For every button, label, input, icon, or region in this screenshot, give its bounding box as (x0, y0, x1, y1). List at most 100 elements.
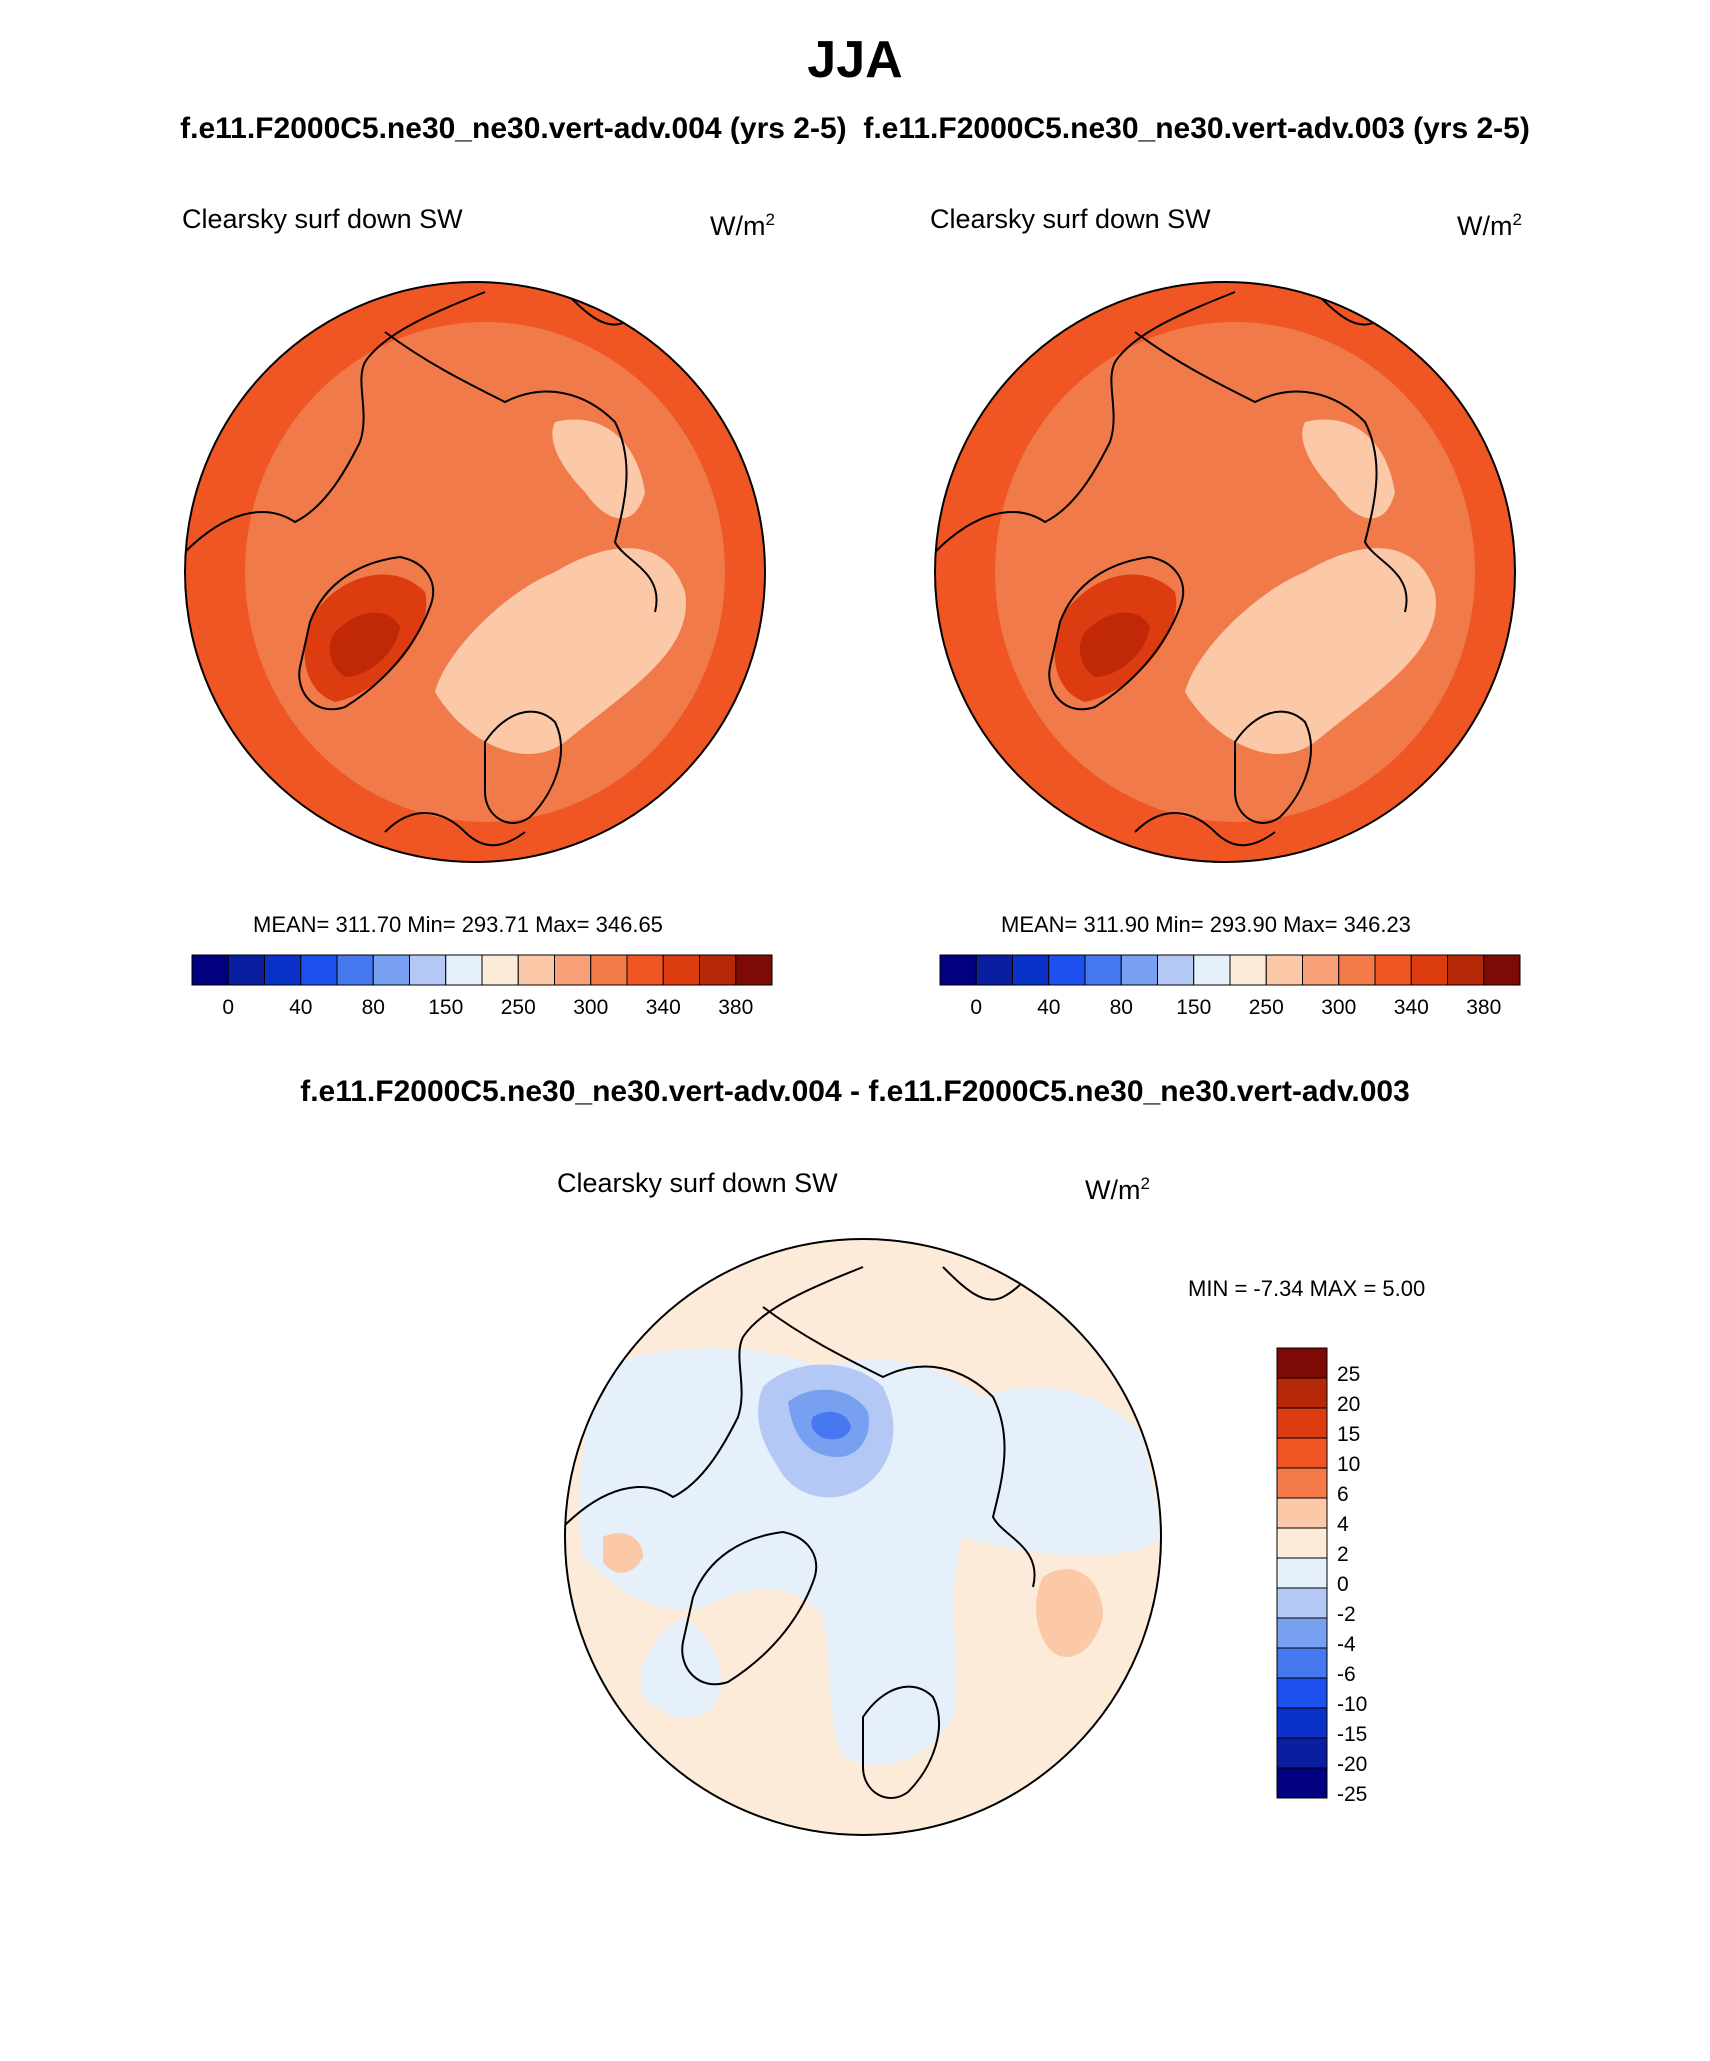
colorbar-diff-swatch (1276, 1347, 1328, 1379)
map2-coast-europe (1134, 812, 1276, 847)
diff-units: W/m2 (1085, 1174, 1150, 1206)
colorbar1-tick-label: 80 (361, 996, 385, 1019)
diff-orange-patch-2 (603, 1533, 643, 1573)
colorbar1-swatch (372, 954, 410, 986)
colorbar2-swatch (1410, 954, 1448, 986)
colorbar-diff-tick-label: -25 (1337, 1783, 1368, 1806)
colorbar2-tick-label: 250 (1248, 996, 1284, 1019)
difference-title: f.e11.F2000C5.ne30_ne30.vert-adv.004 - f… (300, 1075, 1410, 1108)
colorbar-panel-1-ticks: 0 40 80 150 250 300 340 380 (192, 996, 772, 1026)
colorbar1-swatch (409, 954, 447, 986)
colorbar-diff-tick-label: 10 (1337, 1453, 1361, 1476)
colorbar2-swatch (1012, 954, 1050, 986)
colorbar1-swatch (336, 954, 374, 986)
map1-coast-europe (384, 812, 526, 847)
colorbar2-swatch (1193, 954, 1231, 986)
diff-units-base: W/m (1085, 1175, 1141, 1205)
colorbar-diff-swatch (1276, 1467, 1328, 1499)
colorbar1-swatch (264, 954, 302, 986)
map1-light-band (435, 548, 686, 754)
colorbar2-swatch (975, 954, 1013, 986)
map1-coast-canada (185, 291, 486, 553)
colorbar-diff-tick-label: -15 (1337, 1723, 1368, 1746)
colorbar1-swatch (699, 954, 737, 986)
diff-minmax: MIN = -7.34 MAX = 5.00 (1188, 1276, 1426, 1301)
panel1-units-exp: 2 (765, 210, 775, 229)
colorbar2-swatch (1447, 954, 1485, 986)
colorbar2-swatch (1338, 954, 1376, 986)
map-panel-1 (184, 281, 766, 863)
colorbar2-swatch (1265, 954, 1303, 986)
panel1-units: W/m2 (710, 210, 775, 242)
colorbar1-tick-label: 340 (645, 996, 681, 1019)
colorbar1-swatch (662, 954, 700, 986)
panel1-units-base: W/m (710, 211, 766, 241)
panel2-variable-label: Clearsky surf down SW (930, 204, 1211, 234)
colorbar2-tick-label: 150 (1176, 996, 1212, 1019)
colorbar1-swatch (191, 954, 229, 986)
diff-map-border (564, 1238, 1162, 1836)
colorbar2-swatch (1120, 954, 1158, 986)
diff-coast-canada (565, 1266, 864, 1528)
map1-greenland-darkest (329, 612, 400, 677)
colorbar-diff-swatch (1276, 1767, 1328, 1799)
colorbar-diff-tick-label: 4 (1337, 1513, 1349, 1536)
map-difference (564, 1238, 1162, 1836)
colorbar-panel-2-ticks: 0 40 80 150 250 300 340 380 (940, 996, 1520, 1026)
colorbar-diff-swatch (1276, 1407, 1328, 1439)
map1-coast-siberia (384, 331, 658, 613)
colorbar-diff-tick-label: 0 (1337, 1573, 1349, 1596)
subtitle-right: f.e11.F2000C5.ne30_ne30.vert-adv.003 (yr… (863, 112, 1530, 145)
map2-light-band-2 (1302, 419, 1395, 519)
diff-coast-siberia (762, 1306, 1036, 1588)
map1-light-band-2 (552, 419, 645, 519)
colorbar-diff-tick-label: 2 (1337, 1543, 1349, 1566)
colorbar1-tick-label: 380 (718, 996, 754, 1019)
colorbar-diff-swatch (1276, 1437, 1328, 1469)
map2-coast-greenland (1048, 555, 1185, 711)
map2-border (934, 281, 1516, 863)
colorbar2-swatch (1374, 954, 1412, 986)
colorbar-diff-tick-label: -20 (1337, 1753, 1368, 1776)
colorbar1-swatch (590, 954, 628, 986)
map2-coast-scandinavia (1234, 710, 1312, 824)
colorbar2-tick-label: 40 (1037, 996, 1061, 1019)
colorbar-diff-swatch (1276, 1527, 1328, 1559)
diff-coast-scandinavia (862, 1685, 940, 1799)
colorbar2-swatch (1084, 954, 1122, 986)
colorbar2-swatch (939, 954, 977, 986)
panel2-stats: MEAN= 311.90 Min= 293.90 Max= 346.23 (1001, 912, 1411, 937)
colorbar1-swatch (300, 954, 338, 986)
colorbar1-swatch (517, 954, 555, 986)
colorbar-difference-ticks: 25 20 15 10 6 4 2 0 -2 -4 -6 -10 -15 -20 -25 (1337, 1348, 1397, 1806)
colorbar1-tick-label: 40 (289, 996, 313, 1019)
colorbar2-tick-label: 0 (970, 996, 983, 1019)
colorbar-diff-tick-label: -4 (1337, 1633, 1356, 1656)
colorbar2-swatch (1048, 954, 1086, 986)
map-panel-2 (934, 281, 1516, 863)
colorbar-diff-tick-label: -6 (1337, 1663, 1356, 1686)
colorbar-diff-swatch (1276, 1587, 1328, 1619)
diff-blue-region (579, 1348, 1161, 1765)
colorbar1-swatch (554, 954, 592, 986)
colorbar2-tick-label: 300 (1321, 996, 1357, 1019)
diff-units-exp: 2 (1140, 1174, 1150, 1193)
colorbar-diff-tick-label: -10 (1337, 1693, 1368, 1716)
colorbar-diff-tick-label: 25 (1337, 1363, 1361, 1386)
colorbar2-tick-label: 380 (1466, 996, 1502, 1019)
colorbar1-tick-label: 150 (428, 996, 464, 1019)
page-title: JJA (807, 31, 903, 89)
panel2-units-exp: 2 (1512, 210, 1522, 229)
colorbar2-swatch (1157, 954, 1195, 986)
panel1-variable-label: Clearsky surf down SW (182, 204, 463, 234)
map1-border (184, 281, 766, 863)
diff-orange-patch (1036, 1569, 1103, 1657)
panel2-units: W/m2 (1457, 210, 1522, 242)
colorbar1-tick-label: 0 (222, 996, 235, 1019)
colorbar-diff-swatch (1276, 1617, 1328, 1649)
colorbar-diff-swatch (1276, 1737, 1328, 1769)
colorbar1-swatch (481, 954, 519, 986)
subtitle-left: f.e11.F2000C5.ne30_ne30.vert-adv.004 (yr… (180, 112, 847, 145)
panel2-units-base: W/m (1457, 211, 1513, 241)
colorbar1-tick-label: 300 (573, 996, 609, 1019)
